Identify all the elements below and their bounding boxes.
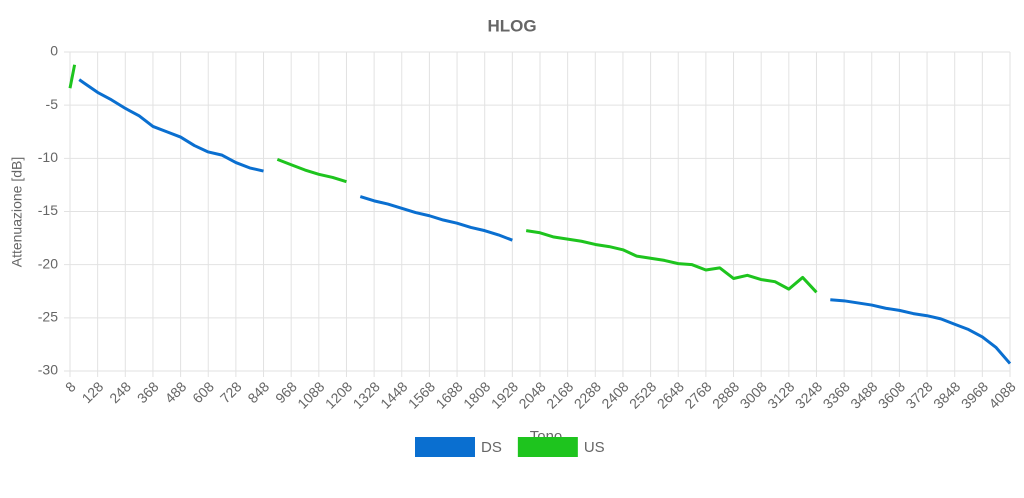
x-tick-label: 128 [79,378,107,406]
x-tick-label: 3008 [737,378,770,411]
x-tick-label: 248 [106,378,134,406]
x-tick-label: 2168 [543,378,576,411]
y-tick-label: -30 [38,362,58,378]
x-tick-label: 608 [189,378,217,406]
x-tick-label: 3848 [930,378,963,411]
chart-title: HLOG [487,16,536,35]
data-line [78,78,1012,365]
x-tick-label: 1088 [294,378,327,411]
x-tick-label: 1448 [377,378,410,411]
x-tick-label: 3368 [820,378,853,411]
x-tick-label: 1328 [350,378,383,411]
x-tick-label: 2048 [515,378,548,411]
x-tick-label: 3968 [958,378,991,411]
legend-swatch[interactable] [415,437,475,457]
y-tick-label: 0 [50,43,58,59]
legend-swatch[interactable] [517,437,578,457]
legend-label[interactable]: US [584,439,605,456]
x-tick-label: 2888 [709,378,742,411]
x-tick-label: 3608 [875,378,908,411]
x-tick-label: 1688 [432,378,465,411]
y-tick-label: -25 [38,309,58,325]
x-tick-label: 2528 [626,378,659,411]
legend-label[interactable]: DS [481,439,502,456]
x-tick-label: 8 [62,378,79,395]
x-tick-label: 3728 [902,378,935,411]
x-tick-label: 848 [244,378,272,406]
y-tick-label: -5 [46,96,59,112]
x-tick-label: 1208 [322,378,355,411]
y-tick-label: -20 [38,255,58,271]
x-tick-label: 728 [217,378,245,406]
x-tick-label: 2768 [681,378,714,411]
x-tick-label: 2288 [571,378,604,411]
y-tick-label: -10 [38,149,58,165]
x-tick-label: 2648 [654,378,687,411]
x-tick-label: 1928 [488,378,521,411]
x-tick-label: 368 [134,378,162,406]
x-tick-label: 3128 [764,378,797,411]
x-tick-label: 1808 [460,378,493,411]
x-tick-label: 488 [161,378,189,406]
x-tick-label: 3248 [792,378,825,411]
y-axis-label: Attenuazione [dB] [9,157,25,268]
x-tick-label: 4088 [985,378,1018,411]
y-tick-label: -15 [38,202,58,218]
x-tick-label: 1568 [405,378,438,411]
x-tick-label: 2408 [598,378,631,411]
x-tick-label: 3488 [847,378,880,411]
data-line [68,64,818,294]
